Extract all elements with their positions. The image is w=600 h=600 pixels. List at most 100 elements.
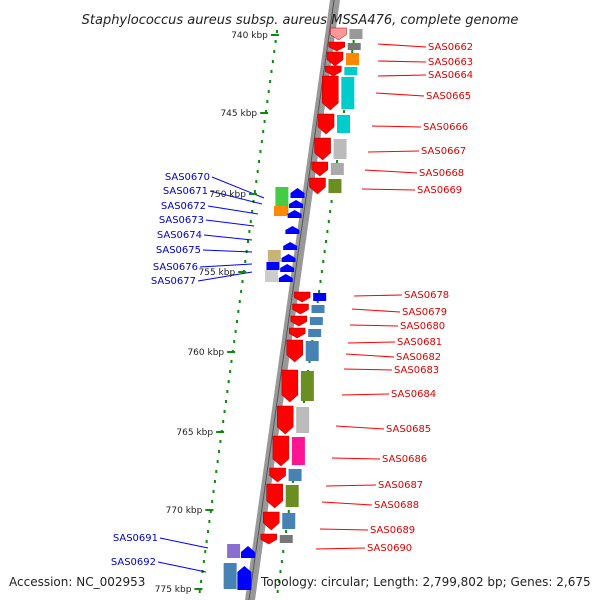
- forward-gene-arrow: [281, 369, 299, 403]
- leader-line-reverse: [207, 205, 259, 215]
- gene-label-sas0662[interactable]: SAS0662: [428, 42, 473, 53]
- forward-gene-arrow: [311, 161, 329, 177]
- gene-label-sas0682[interactable]: SAS0682: [396, 352, 441, 363]
- reverse-gene-arrow: [281, 254, 296, 262]
- gene-label-sas0671[interactable]: SAS0671: [163, 186, 208, 197]
- gene-label-sas0689[interactable]: SAS0689: [370, 525, 415, 536]
- gene-label-sas0683[interactable]: SAS0683: [394, 365, 439, 376]
- forward-gene-arrow: [290, 315, 308, 327]
- reverse-gene-arrow: [283, 242, 298, 250]
- leader-line-reverse: [199, 263, 253, 268]
- leader-line-forward: [321, 501, 373, 506]
- feature-block: [311, 305, 325, 313]
- reverse-gene-arrow: [240, 546, 255, 558]
- feature-block: [337, 115, 351, 133]
- gene-label-sas0667[interactable]: SAS0667: [421, 146, 466, 157]
- leader-line-reverse: [202, 249, 253, 253]
- forward-gene-arrow: [288, 327, 306, 339]
- accession-text: Accession: NC_002953: [9, 575, 145, 589]
- reverse-gene-arrow: [285, 226, 300, 234]
- leader-line-reverse: [203, 234, 253, 241]
- forward-gene-arrow: [309, 177, 326, 195]
- forward-gene-arrow: [328, 41, 345, 52]
- kbp-label: 740 kbp: [231, 31, 268, 41]
- gene-arrows: [237, 27, 347, 590]
- forward-gene-arrow: [293, 291, 311, 303]
- leader-line-reverse: [159, 537, 209, 549]
- leader-line-forward: [377, 74, 427, 77]
- feature-block: [344, 67, 358, 75]
- feature-block: [223, 563, 237, 589]
- feature-block: [347, 43, 361, 50]
- gene-label-sas0664[interactable]: SAS0664: [428, 70, 473, 81]
- gene-labels[interactable]: SAS0662 SAS0663 SAS0664 SAS0665 SAS0666 SAS06…: [111, 42, 473, 568]
- gene-label-sas0663[interactable]: SAS0663: [428, 57, 473, 68]
- leader-line-forward: [347, 341, 396, 344]
- gene-label-sas0673[interactable]: SAS0673: [159, 215, 204, 226]
- gene-label-sas0680[interactable]: SAS0680: [400, 321, 445, 332]
- forward-gene-arrow: [325, 65, 342, 77]
- leader-line-forward: [371, 125, 422, 128]
- leader-line-forward: [353, 294, 403, 297]
- feature-block: [267, 250, 281, 262]
- feature-block: [330, 163, 344, 175]
- forward-gene-arrow: [292, 303, 309, 315]
- gene-label-sas0678[interactable]: SAS0678: [404, 290, 449, 301]
- gene-label-sas0687[interactable]: SAS0687: [378, 480, 423, 491]
- gene-label-sas0665[interactable]: SAS0665: [426, 91, 471, 102]
- gene-label-sas0679[interactable]: SAS0679: [402, 307, 447, 318]
- gene-label-sas0676[interactable]: SAS0676: [153, 262, 198, 273]
- genome-stats-text: Topology: circular; Length: 2,799,802 bp…: [260, 575, 591, 589]
- reverse-gene-arrow: [287, 210, 302, 218]
- gene-label-sas0684[interactable]: SAS0684: [391, 389, 436, 400]
- forward-gene-arrow: [272, 435, 290, 467]
- gene-label-sas0670[interactable]: SAS0670: [165, 172, 210, 183]
- feature-block: [309, 317, 323, 325]
- gene-label-sas0666[interactable]: SAS0666: [423, 122, 468, 133]
- kbp-label: 755 kbp: [199, 268, 236, 278]
- feature-block: [305, 341, 319, 361]
- leader-line-forward: [377, 43, 427, 48]
- feature-block: [345, 53, 359, 65]
- leader-line-forward: [364, 169, 418, 174]
- leader-line-forward: [331, 457, 381, 460]
- gene-label-sas0690[interactable]: SAS0690: [367, 543, 412, 554]
- kbp-label: 770 kbp: [166, 506, 203, 516]
- reverse-gene-arrow: [288, 200, 303, 208]
- kbp-label: 760 kbp: [187, 348, 224, 358]
- gene-label-sas0692[interactable]: SAS0692: [111, 557, 156, 568]
- feature-block: [308, 329, 322, 337]
- leader-line-forward: [377, 60, 427, 63]
- gene-label-sas0674[interactable]: SAS0674: [157, 230, 202, 241]
- gene-label-sas0681[interactable]: SAS0681: [397, 337, 442, 348]
- leader-line-reverse: [209, 190, 263, 205]
- leader-line-forward: [345, 353, 395, 358]
- forward-gene-arrow: [262, 511, 280, 531]
- gene-label-sas0677[interactable]: SAS0677: [151, 276, 196, 287]
- feature-block: [291, 437, 305, 465]
- leader-line-reverse: [197, 271, 253, 282]
- gene-label-sas0686[interactable]: SAS0686: [382, 454, 427, 465]
- gene-label-sas0691[interactable]: SAS0691: [113, 533, 158, 544]
- leader-line-forward: [375, 92, 425, 97]
- forward-gene-arrow: [314, 137, 331, 161]
- leader-line-forward: [341, 393, 390, 396]
- feature-block: [328, 179, 342, 193]
- leader-line-forward: [335, 425, 385, 430]
- gene-label-sas0688[interactable]: SAS0688: [374, 500, 419, 511]
- gene-label-sas0685[interactable]: SAS0685: [386, 424, 431, 435]
- gene-label-sas0675[interactable]: SAS0675: [156, 245, 201, 256]
- feature-block: [266, 262, 280, 270]
- feature-block: [300, 371, 314, 401]
- gene-label-sas0672[interactable]: SAS0672: [161, 201, 206, 212]
- gene-label-sas0668[interactable]: SAS0668: [419, 168, 464, 179]
- feature-block: [279, 535, 293, 543]
- kbp-label: 765 kbp: [176, 428, 213, 438]
- leader-line-forward: [367, 150, 420, 153]
- feature-block: [282, 513, 296, 529]
- reverse-gene-arrow: [237, 566, 252, 590]
- feature-block: [296, 407, 310, 433]
- reverse-gene-arrow: [280, 264, 295, 272]
- gene-label-sas0669[interactable]: SAS0669: [417, 185, 462, 196]
